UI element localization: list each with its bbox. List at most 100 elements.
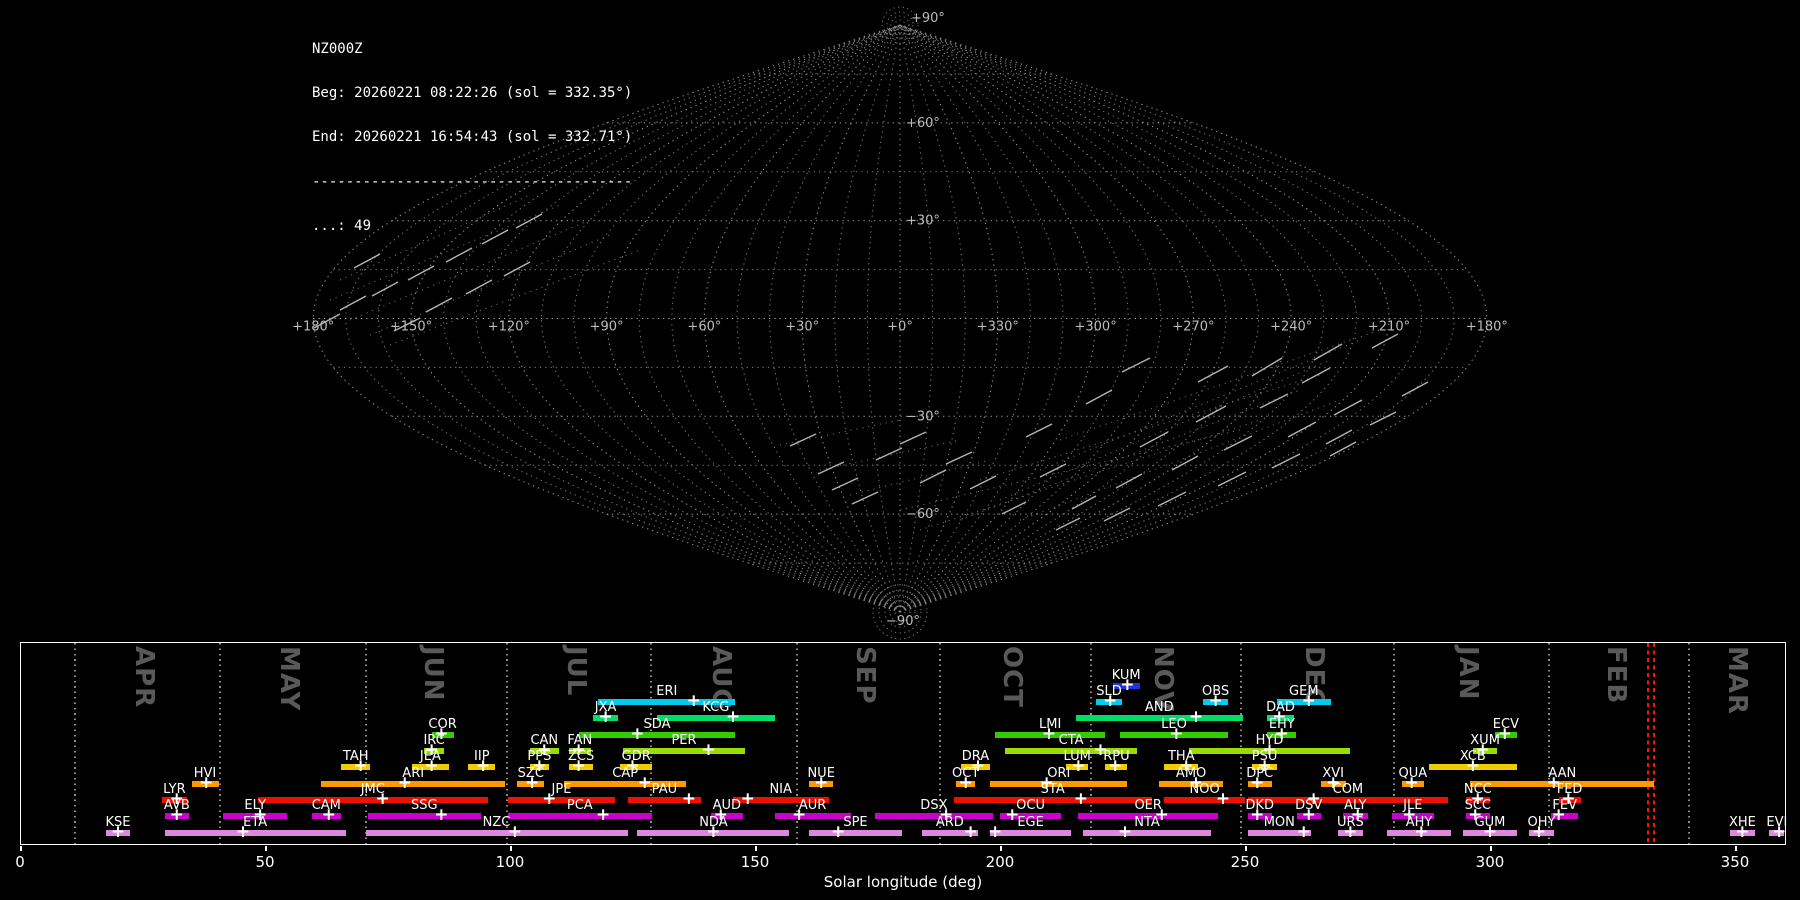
shower-bar <box>1465 813 1490 819</box>
shower-bar <box>1105 764 1128 770</box>
shower-bar <box>1463 830 1517 836</box>
shower-label: LUM <box>1063 749 1091 764</box>
shower-label: COR <box>428 717 457 732</box>
month-separator <box>796 643 799 844</box>
meteor-streak <box>851 491 879 505</box>
meteor-streak <box>1271 453 1301 469</box>
shower-bar <box>1494 732 1517 738</box>
shower-bar <box>1004 748 1138 754</box>
shower-peak-marker: + <box>397 772 412 793</box>
shower-label: DSX <box>920 798 948 813</box>
shower-peak-marker: + <box>1497 723 1512 744</box>
longitude-label: +180° <box>292 320 334 335</box>
shower-peak-marker: + <box>169 788 184 809</box>
shower-peak-marker: + <box>814 772 829 793</box>
meteor-streak <box>425 297 453 313</box>
meteor-streak <box>1329 441 1357 457</box>
shower-bar <box>568 764 594 770</box>
shower-bar <box>875 813 993 819</box>
begin-time-line: Beg: 20260221 08:22:26 (sol = 332.35°) <box>312 84 633 101</box>
shower-label: AMO <box>1175 766 1207 781</box>
x-axis-title: Solar longitude (deg) <box>823 873 983 891</box>
month-separator <box>1687 643 1690 844</box>
shower-label: DRA <box>961 749 990 764</box>
shower-label: NDA <box>699 815 728 830</box>
shower-label: URS <box>1336 815 1364 830</box>
longitude-label: +30° <box>785 320 819 335</box>
shower-label: PCA <box>566 798 593 813</box>
observation-header: NZ000Z Beg: 20260221 08:22:26 (sol = 332… <box>312 12 632 249</box>
shower-label: SZC <box>517 766 544 781</box>
pole-ring <box>886 11 914 39</box>
shower-label: CAM <box>311 798 341 813</box>
longitude-label: +120° <box>488 320 530 335</box>
shower-bar <box>517 781 545 787</box>
shower-peak-marker: + <box>681 788 697 809</box>
shower-bar <box>808 781 834 787</box>
shower-label: ERI <box>656 684 678 699</box>
shower-bar <box>1267 732 1297 738</box>
shower-bar <box>367 813 481 819</box>
shower-peak-marker: + <box>1350 804 1365 825</box>
shower-label: IIP <box>474 749 490 764</box>
pole-ring <box>884 596 916 628</box>
x-axis-tick <box>1245 846 1247 851</box>
month-separator <box>364 643 367 844</box>
shower-peak-marker: + <box>1071 755 1086 776</box>
meteor-streak <box>899 431 927 445</box>
shower-bar <box>1247 813 1272 819</box>
shower-label: SDA <box>643 717 671 732</box>
shower-bar <box>1551 813 1579 819</box>
shower-bar <box>507 813 653 819</box>
pole-ring <box>894 19 906 31</box>
x-axis-tick <box>1490 846 1492 851</box>
meteor-streak <box>1039 463 1067 478</box>
shower-peak-marker: + <box>169 804 184 825</box>
shower-label: GUM <box>1474 815 1506 830</box>
shower-peak-marker: + <box>1402 804 1417 825</box>
x-axis-tick <box>20 846 22 851</box>
shower-label: SSG <box>411 798 438 813</box>
shower-peak-marker: + <box>1093 739 1108 760</box>
shower-bar <box>774 813 851 819</box>
x-axis-tick-label: 350 <box>1720 853 1750 871</box>
x-axis-tick-label: 0 <box>15 853 25 871</box>
pole-ring <box>894 606 906 618</box>
month-separator <box>649 643 652 844</box>
shower-peak-marker: + <box>434 723 449 744</box>
grid-meridian <box>899 24 1097 613</box>
longitude-label: +60° <box>687 320 721 335</box>
shower-peak-marker: + <box>791 804 807 825</box>
shower-bar <box>1078 813 1219 819</box>
shower-bar <box>424 748 444 754</box>
meteor-streak <box>1085 389 1113 405</box>
shower-label: DAD <box>1266 700 1295 715</box>
shower-peak-marker: + <box>958 772 973 793</box>
meteor-streak <box>1001 501 1027 515</box>
shower-peak-marker: + <box>1482 821 1498 842</box>
shower-label: OCT <box>952 766 980 781</box>
x-axis-tick-label: 300 <box>1475 853 1505 871</box>
shower-label: ZCS <box>567 749 595 764</box>
shower-bar <box>1203 699 1228 705</box>
shower-bar <box>1769 830 1785 836</box>
meteor-streak <box>313 313 341 329</box>
shower-bar <box>529 748 559 754</box>
shower-peak-marker: + <box>1274 723 1289 744</box>
drift-trail <box>849 459 991 496</box>
plot-frame <box>20 642 1786 845</box>
shower-bar <box>1338 830 1363 836</box>
drift-trail <box>369 234 611 336</box>
shower-peak-marker: + <box>1208 690 1223 711</box>
shower-peak-marker: + <box>321 804 336 825</box>
shower-bar <box>164 830 346 836</box>
shower-label: ALY <box>1344 798 1367 813</box>
shower-label: AND <box>1144 700 1174 715</box>
shower-peak-marker: + <box>1188 706 1204 727</box>
shower-peak-marker: + <box>963 821 978 842</box>
shower-bar <box>568 748 591 754</box>
shower-bar <box>1083 830 1211 836</box>
shower-peak-marker: + <box>1154 804 1169 825</box>
shower-label: ECV <box>1492 717 1519 732</box>
